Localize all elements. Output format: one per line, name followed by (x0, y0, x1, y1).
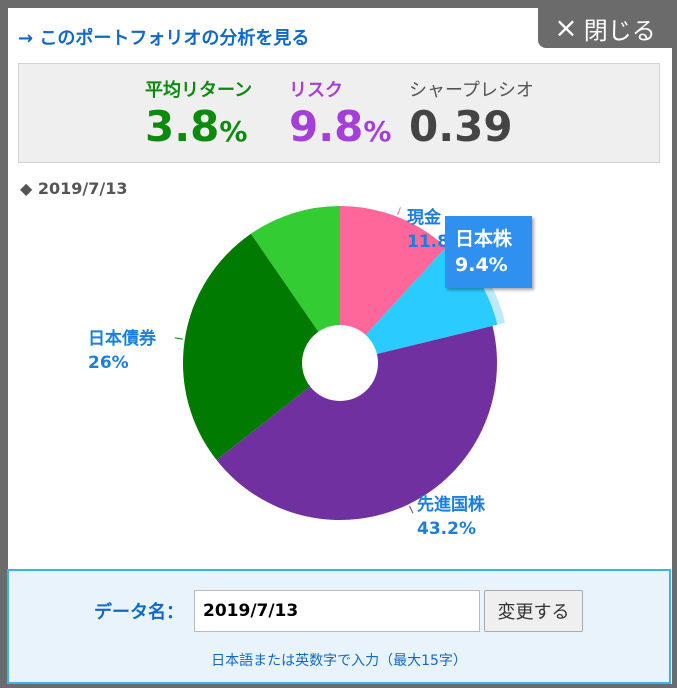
pie-center-hole (302, 325, 378, 401)
change-button[interactable]: 変更する (484, 590, 583, 632)
tooltip-value: 9.4% (455, 254, 508, 276)
allocation-pie-chart (174, 206, 506, 520)
return-value-row: 3.8% (145, 102, 252, 151)
sharpe-stat: シャープレシオ 0.39 (409, 76, 534, 150)
return-value: 3.8 (145, 102, 220, 151)
pie-slice-domestic-bonds[interactable] (183, 233, 340, 461)
pie-label-domestic-bonds: 日本債券 26% (88, 327, 156, 375)
pie-slice-domestic-bonds-leader (174, 337, 183, 340)
return-label: 平均リターン (145, 80, 253, 101)
pie-label-developed-stocks-name: 先進国株 (417, 495, 485, 515)
pie-slice-developed-stocks[interactable] (216, 325, 497, 520)
analysis-link[interactable]: → このポートフォリオの分析を見る (18, 28, 310, 49)
chart-date-label: ◆ 2019/7/13 (20, 179, 128, 198)
tooltip-name: 日本株 (455, 228, 513, 250)
data-name-form: データ名： 変更する 日本語または英数字で入力（最大15字） (7, 569, 671, 684)
close-button[interactable]: × 閉じる (538, 8, 672, 48)
stats-box: 平均リターン 3.8% リスク 9.8% シャープレシオ 0.39 (18, 63, 660, 163)
slice-tooltip: 日本株 9.4% (445, 216, 532, 288)
pie-label-developed-stocks-value: 43.2% (417, 519, 476, 539)
input-hint: 日本語または英数字で入力（最大15字） (211, 653, 467, 669)
data-name-input[interactable] (194, 590, 480, 632)
pie-label-domestic-bonds-name: 日本債券 (88, 329, 156, 349)
pie-slice-cash[interactable] (340, 206, 447, 363)
return-stat: 平均リターン 3.8% (145, 76, 252, 150)
pie-slice-developed-stocks-leader (409, 505, 414, 514)
risk-label: リスク (289, 80, 343, 101)
close-icon: × (554, 11, 578, 44)
return-percent: % (219, 115, 248, 148)
pie-slice-highlight (449, 237, 506, 325)
pie-label-cash-name: 現金 (407, 208, 441, 228)
risk-value: 9.8 (289, 102, 364, 151)
pie-label-developed-stocks: 先進国株 43.2% (417, 493, 485, 541)
pie-slice-other[interactable] (250, 206, 340, 363)
pie-slice-cash-leader (397, 207, 401, 215)
portfolio-panel: × 閉じる → このポートフォリオの分析を見る 平均リターン 3.8% リスク … (7, 8, 672, 684)
sharpe-value: 0.39 (409, 102, 513, 151)
risk-percent: % (363, 115, 392, 148)
data-name-label: データ名： (94, 602, 184, 623)
pie-label-domestic-bonds-value: 26% (88, 353, 129, 373)
risk-stat: リスク 9.8% (289, 76, 391, 150)
close-label: 閉じる (583, 16, 656, 45)
sharpe-label: シャープレシオ (409, 80, 534, 101)
risk-value-row: 9.8% (289, 102, 392, 151)
